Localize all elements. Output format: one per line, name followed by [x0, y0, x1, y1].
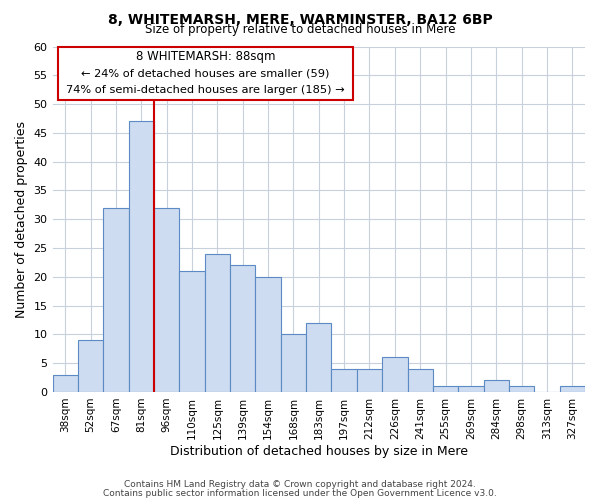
Bar [458, 386, 484, 392]
Bar [560, 386, 585, 392]
Bar [357, 369, 382, 392]
Bar [53, 374, 78, 392]
Bar [407, 369, 433, 392]
Bar [484, 380, 509, 392]
Text: 74% of semi-detached houses are larger (185) →: 74% of semi-detached houses are larger (… [67, 86, 345, 96]
Text: Size of property relative to detached houses in Mere: Size of property relative to detached ho… [145, 22, 455, 36]
Bar [103, 208, 128, 392]
Bar [78, 340, 103, 392]
FancyBboxPatch shape [58, 46, 353, 100]
Text: Contains public sector information licensed under the Open Government Licence v3: Contains public sector information licen… [103, 488, 497, 498]
Bar [256, 277, 281, 392]
Bar [154, 208, 179, 392]
Text: ← 24% of detached houses are smaller (59): ← 24% of detached houses are smaller (59… [82, 68, 330, 78]
Bar [179, 271, 205, 392]
Bar [509, 386, 534, 392]
Bar [230, 266, 256, 392]
Bar [331, 369, 357, 392]
Text: 8, WHITEMARSH, MERE, WARMINSTER, BA12 6BP: 8, WHITEMARSH, MERE, WARMINSTER, BA12 6B… [107, 12, 493, 26]
Bar [281, 334, 306, 392]
X-axis label: Distribution of detached houses by size in Mere: Distribution of detached houses by size … [170, 444, 468, 458]
Bar [433, 386, 458, 392]
Bar [205, 254, 230, 392]
Bar [128, 122, 154, 392]
Bar [382, 358, 407, 392]
Text: Contains HM Land Registry data © Crown copyright and database right 2024.: Contains HM Land Registry data © Crown c… [124, 480, 476, 489]
Text: 8 WHITEMARSH: 88sqm: 8 WHITEMARSH: 88sqm [136, 50, 275, 62]
Y-axis label: Number of detached properties: Number of detached properties [15, 120, 28, 318]
Bar [306, 323, 331, 392]
